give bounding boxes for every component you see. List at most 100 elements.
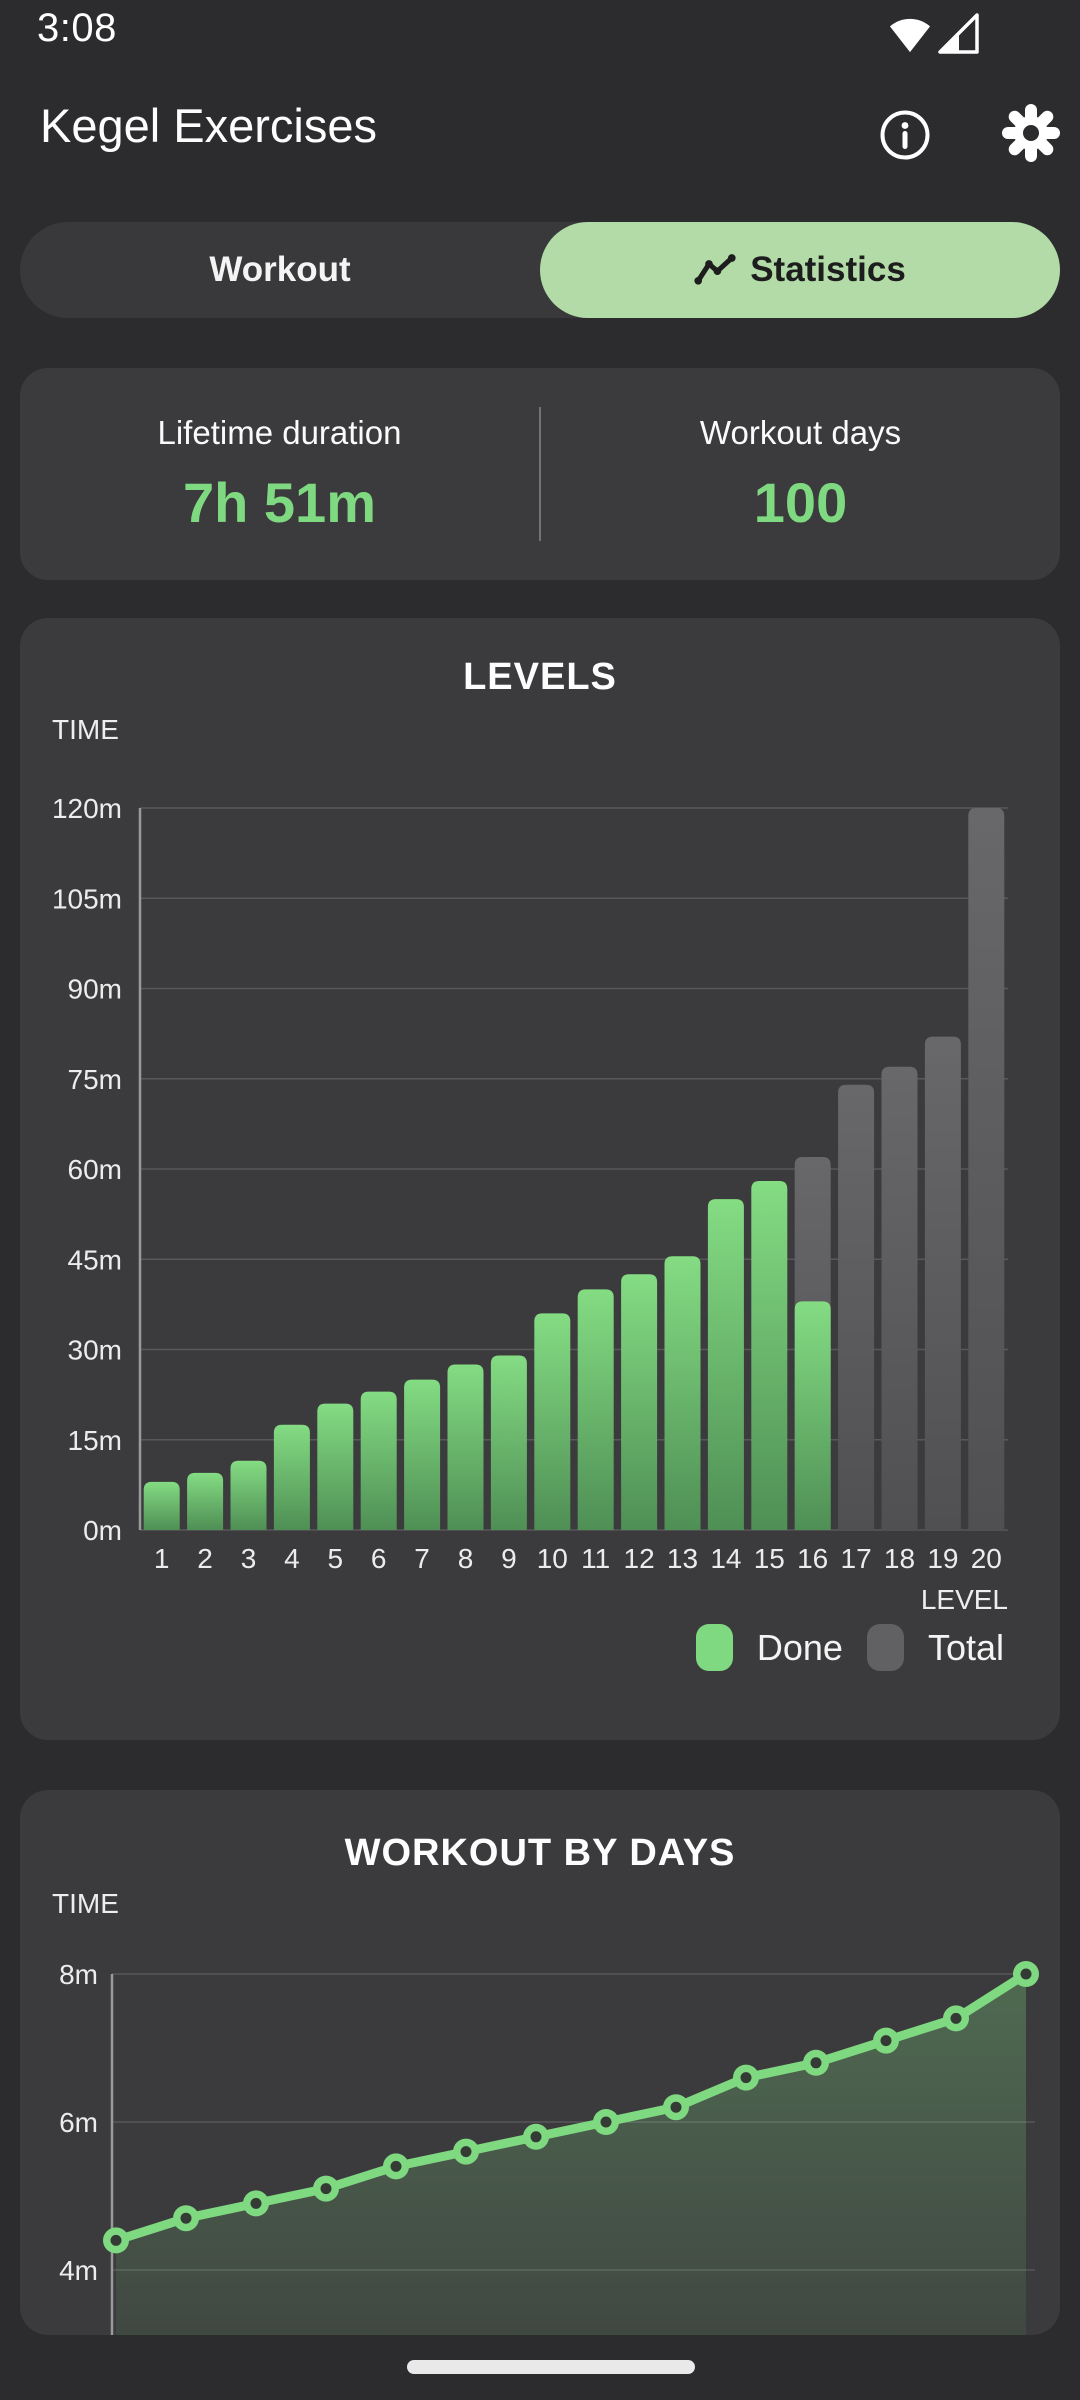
tab-workout[interactable]: Workout <box>20 222 540 318</box>
days-y-tick-labels: 8m 6m 4m <box>59 1959 98 2286</box>
workout-by-days-chart: 8m 6m 4m <box>59 1959 1039 2335</box>
svg-text:45m: 45m <box>68 1244 122 1275</box>
svg-text:120m: 120m <box>52 793 122 824</box>
legend-done-swatch <box>695 1624 733 1671</box>
lifetime-duration-stat: Lifetime duration 7h 51m <box>20 414 539 535</box>
gear-icon <box>1002 104 1060 162</box>
days-y-axis-caption: TIME <box>52 1888 119 1919</box>
bar-total-17 <box>838 1084 875 1530</box>
info-icon <box>880 110 930 160</box>
tab-bar: Workout Statistics <box>20 222 1060 318</box>
svg-text:4m: 4m <box>59 2255 98 2286</box>
marker-inner-4 <box>320 2183 332 2195</box>
bar-done-2 <box>187 1472 224 1530</box>
lifetime-duration-value: 7h 51m <box>183 470 376 534</box>
svg-text:5: 5 <box>328 1543 344 1574</box>
svg-text:14: 14 <box>710 1543 741 1574</box>
bar-done-5 <box>317 1403 354 1530</box>
bar-done-6 <box>360 1391 397 1530</box>
marker-inner-1 <box>110 2234 122 2246</box>
levels-x-tick-labels: 1 2 3 4 5 6 7 8 9 10 11 12 13 14 15 16 17 18 19 20 <box>154 1543 1002 1574</box>
tab-statistics-label: Statistics <box>750 250 906 289</box>
svg-text:0m: 0m <box>83 1515 122 1546</box>
bar-done-12 <box>621 1274 658 1530</box>
marker-inner-13 <box>950 2012 962 2024</box>
svg-text:3: 3 <box>241 1543 257 1574</box>
svg-text:9: 9 <box>501 1543 517 1574</box>
bar-done-4 <box>273 1424 310 1530</box>
workout-days-label: Workout days <box>699 413 902 451</box>
summary-divider <box>539 407 541 541</box>
trending-chart-icon <box>694 254 736 285</box>
marker-inner-2 <box>180 2212 192 2224</box>
svg-text:90m: 90m <box>68 974 122 1005</box>
svg-text:4: 4 <box>284 1543 300 1574</box>
bar-done-11 <box>577 1289 614 1530</box>
svg-text:7: 7 <box>414 1543 430 1574</box>
svg-text:11: 11 <box>581 1543 610 1574</box>
bar-total-19 <box>924 1036 961 1530</box>
svg-text:19: 19 <box>927 1543 958 1574</box>
page-title: Kegel Exercises <box>40 99 377 152</box>
bar-done-3 <box>230 1460 267 1530</box>
bars-done <box>143 1181 831 1530</box>
levels-y-tick-labels: 0m 15m 30m 45m 60m 75m 90m 105m 120m <box>52 793 122 1546</box>
bar-total-20 <box>968 808 1005 1530</box>
marker-inner-3 <box>250 2197 262 2209</box>
marker-inner-12 <box>880 2035 892 2047</box>
marker-inner-11 <box>810 2057 822 2069</box>
svg-text:30m: 30m <box>68 1335 122 1366</box>
workout-days-stat: Workout days 100 <box>541 414 1060 535</box>
levels-y-axis-caption: TIME <box>52 714 119 745</box>
svg-text:2: 2 <box>197 1543 213 1574</box>
svg-text:8: 8 <box>458 1543 474 1574</box>
workout-by-days-card: WORKOUT BY DAYS TIME 8m 6m 4m <box>20 1790 1060 2335</box>
svg-text:15: 15 <box>754 1543 785 1574</box>
settings-button[interactable] <box>1000 102 1062 164</box>
bar-done-8 <box>447 1364 484 1530</box>
marker-inner-9 <box>670 2101 682 2113</box>
svg-text:16: 16 <box>797 1543 828 1574</box>
home-indicator[interactable] <box>407 2360 695 2374</box>
days-chart-title: WORKOUT BY DAYS <box>344 1832 736 1874</box>
marker-inner-5 <box>390 2160 402 2172</box>
svg-text:105m: 105m <box>52 883 122 914</box>
marker-inner-10 <box>740 2072 752 2084</box>
cellular-signal-icon <box>938 13 979 54</box>
days-area-fill <box>116 1974 1026 2335</box>
bar-done-1 <box>143 1481 180 1530</box>
legend-done-label: Done <box>756 1626 843 1668</box>
marker-inner-8 <box>600 2116 612 2128</box>
legend-total-label: Total <box>927 1626 1004 1668</box>
levels-card: LEVELS TIME 0m 15m 30m 45m 60m 75m 90m 105m 120m… <box>20 618 1060 1740</box>
svg-text:75m: 75m <box>68 1064 122 1095</box>
svg-text:12: 12 <box>624 1543 655 1574</box>
levels-x-axis-caption: LEVEL <box>920 1584 1008 1615</box>
bar-done-10 <box>534 1313 571 1530</box>
marker-inner-14 <box>1020 1968 1032 1980</box>
svg-text:8m: 8m <box>59 1959 98 1990</box>
svg-text:15m: 15m <box>68 1425 122 1456</box>
marker-inner-7 <box>530 2131 542 2143</box>
bar-done-9 <box>490 1355 527 1530</box>
bar-done-14 <box>707 1199 744 1530</box>
levels-gridlines <box>140 807 1008 1531</box>
bar-done-13 <box>664 1256 701 1530</box>
levels-legend: Done Total <box>695 1624 1004 1671</box>
bar-done-15 <box>751 1181 788 1530</box>
svg-text:6: 6 <box>371 1543 387 1574</box>
workout-days-value: 100 <box>753 470 848 534</box>
tab-statistics[interactable]: Statistics <box>540 222 1060 318</box>
svg-text:20: 20 <box>971 1543 1002 1574</box>
wifi-icon <box>889 18 931 53</box>
bar-total-18 <box>881 1066 918 1530</box>
levels-chart-title: LEVELS <box>463 656 617 698</box>
summary-card: Lifetime duration 7h 51m Workout days 10… <box>20 368 1060 580</box>
svg-text:6m: 6m <box>59 2107 98 2138</box>
marker-inner-6 <box>460 2146 472 2158</box>
info-button[interactable] <box>874 104 936 166</box>
svg-text:13: 13 <box>667 1543 698 1574</box>
svg-text:60m: 60m <box>68 1154 122 1185</box>
